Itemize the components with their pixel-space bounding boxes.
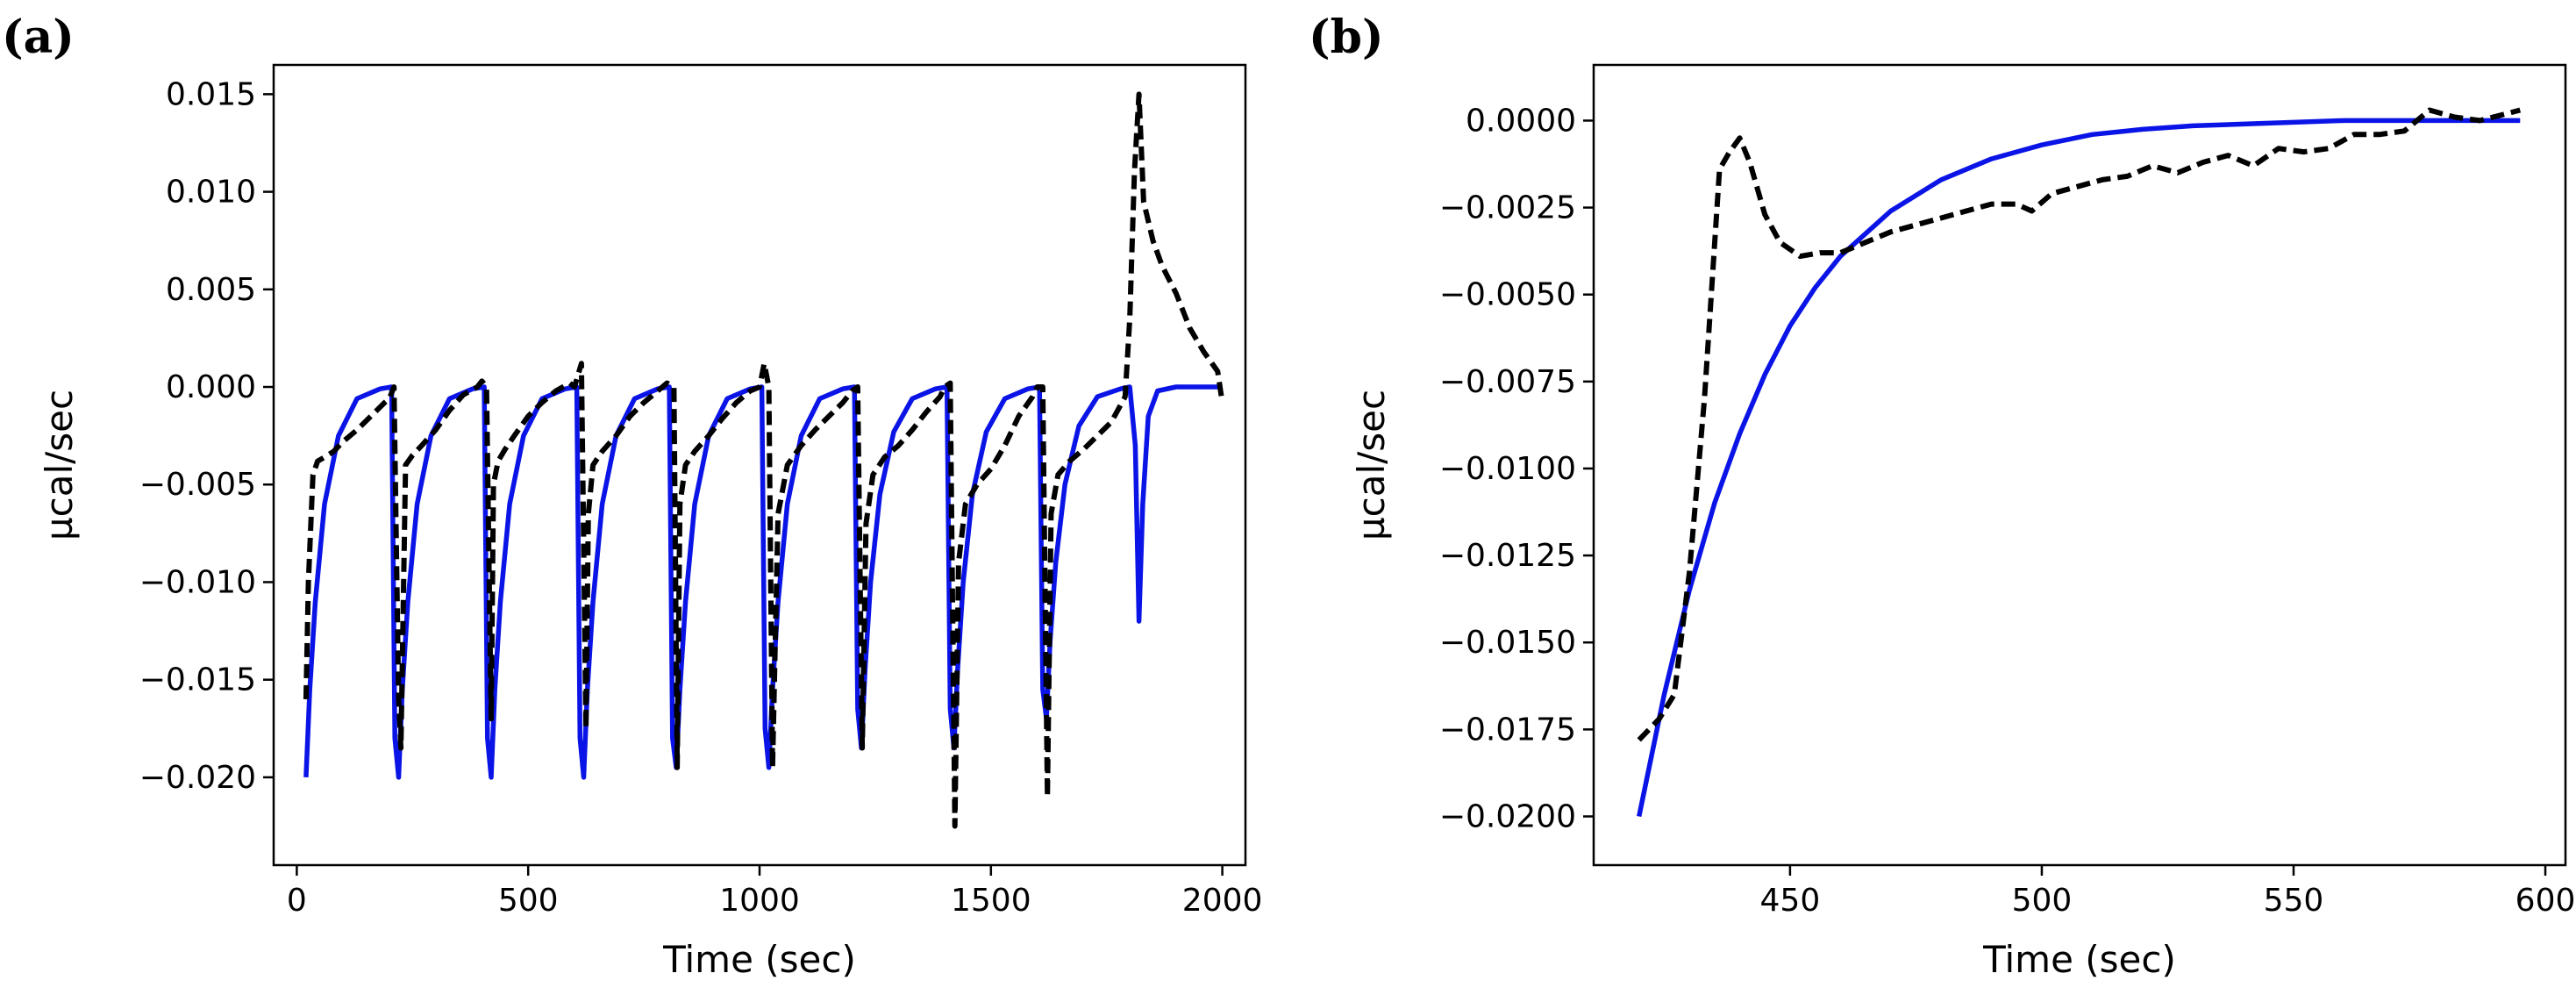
panel-b-x-tick-label: 450 <box>1760 883 1821 919</box>
panel-b-y-tick-label: 0.0000 <box>1466 103 1576 139</box>
panel-b-y-axis: 0.0000 −0.0025 −0.0050 −0.0075 −0.0100 −0.012… <box>1439 103 1594 834</box>
panel-b-x-axis: 450 500 550 600 <box>1760 865 2576 919</box>
panel-b-measured-line <box>1637 107 2522 742</box>
panel-b-x-axis-title: Time (sec) <box>1982 938 2176 981</box>
panel-b-y-tick-label: −0.0075 <box>1439 364 1576 400</box>
panel-a-x-tick-label: 0 <box>287 883 307 919</box>
panel-b-series <box>1637 107 2522 818</box>
panel-a-x-tick-label: 1000 <box>719 883 800 919</box>
panel-b-x-tick-label: 600 <box>2515 883 2576 919</box>
panel-a-y-tick-label: −0.015 <box>139 662 256 698</box>
panel-b-y-tick-label: −0.0200 <box>1439 798 1576 834</box>
panel-a: (a) 0 500 1000 1500 2000 0.015 0.010 0.005 0.00… <box>2 11 1262 981</box>
panel-label-b: (b) <box>1309 11 1384 64</box>
panel-a-y-tick-label: −0.020 <box>139 760 256 796</box>
panel-a-y-tick-label: 0.000 <box>166 369 256 405</box>
panel-a-y-tick-label: 0.015 <box>166 76 256 112</box>
panel-a-x-tick-label: 1500 <box>951 883 1031 919</box>
panel-a-y-tick-label: −0.005 <box>139 467 256 503</box>
panel-b-x-tick-label: 500 <box>2012 883 2073 919</box>
panel-b-y-tick-label: −0.0150 <box>1439 625 1576 661</box>
panel-a-x-tick-label: 500 <box>498 883 559 919</box>
panel-b-x-tick-label: 550 <box>2264 883 2324 919</box>
panel-b-y-axis-title: µcal/sec <box>1350 390 1393 540</box>
panel-a-x-axis-title: Time (sec) <box>662 938 856 981</box>
panel-b-plot-frame <box>1592 63 2567 867</box>
panel-label-a: (a) <box>2 11 75 64</box>
panel-a-measured-line <box>303 91 1225 829</box>
panel-a-y-tick-label: −0.010 <box>139 564 256 600</box>
panel-a-series <box>303 91 1225 829</box>
panel-a-x-axis: 0 500 1000 1500 2000 <box>287 865 1263 919</box>
panel-a-x-tick-label: 2000 <box>1182 883 1263 919</box>
panel-a-y-tick-label: 0.005 <box>166 272 256 308</box>
panel-b-model-line <box>1637 118 2521 818</box>
panel-b-y-tick-label: −0.0125 <box>1439 538 1576 574</box>
panel-b-y-tick-label: −0.0050 <box>1439 277 1576 313</box>
panel-a-plot-frame <box>272 63 1247 867</box>
panel-b-y-tick-label: −0.0175 <box>1439 712 1576 748</box>
panel-a-y-tick-label: 0.010 <box>166 175 256 211</box>
panel-b-y-tick-label: −0.0025 <box>1439 190 1576 226</box>
panel-a-y-axis-title: µcal/sec <box>38 390 81 540</box>
panel-a-y-axis: 0.015 0.010 0.005 0.000 −0.005 −0.010 −0.015 −0… <box>139 76 274 796</box>
panel-b-y-tick-label: −0.0100 <box>1439 451 1576 487</box>
panel-b: (b) 450 500 550 600 0.0000 −0.0025 −0.0050 −0.… <box>1309 11 2575 981</box>
